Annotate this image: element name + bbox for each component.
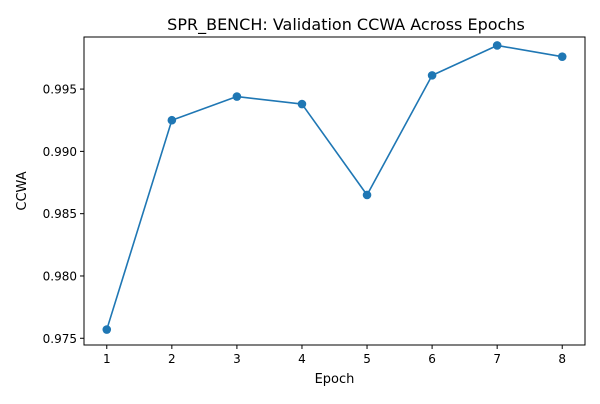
series-line xyxy=(105,44,564,331)
y-axis-label: CCWA xyxy=(15,171,30,210)
y-tick-label: 0.995 xyxy=(43,83,77,97)
y-tick-label: 0.980 xyxy=(43,269,77,283)
data-point xyxy=(557,52,567,61)
series-layer xyxy=(102,41,567,334)
y-tick-label: 0.975 xyxy=(43,332,77,346)
data-point xyxy=(297,99,307,109)
y-tick-label: 0.990 xyxy=(43,145,77,159)
data-point xyxy=(362,190,372,200)
data-point xyxy=(167,115,177,125)
x-tick-label: 4 xyxy=(298,352,306,366)
x-tick-label: 1 xyxy=(103,352,111,366)
x-tick-label: 7 xyxy=(493,352,501,366)
data-point xyxy=(427,71,437,80)
x-tick-label: 2 xyxy=(168,352,176,366)
chart-title: SPR_BENCH: Validation CCWA Across Epochs xyxy=(167,15,525,35)
plot-frame xyxy=(83,36,586,346)
data-point xyxy=(492,41,502,50)
y-tick-label: 0.985 xyxy=(43,207,77,221)
data-point xyxy=(102,325,112,334)
x-tick-label: 3 xyxy=(233,352,241,366)
x-axis-ticks: 1 2 3 4 5 6 7 8 xyxy=(103,345,566,366)
data-point xyxy=(232,92,242,101)
y-axis-ticks: 0.975 0.980 0.985 0.990 0.995 xyxy=(43,83,84,346)
x-tick-label: 8 xyxy=(558,352,566,366)
x-tick-label: 5 xyxy=(363,352,371,366)
x-axis-label: Epoch xyxy=(315,372,355,387)
x-tick-label: 6 xyxy=(428,352,436,366)
